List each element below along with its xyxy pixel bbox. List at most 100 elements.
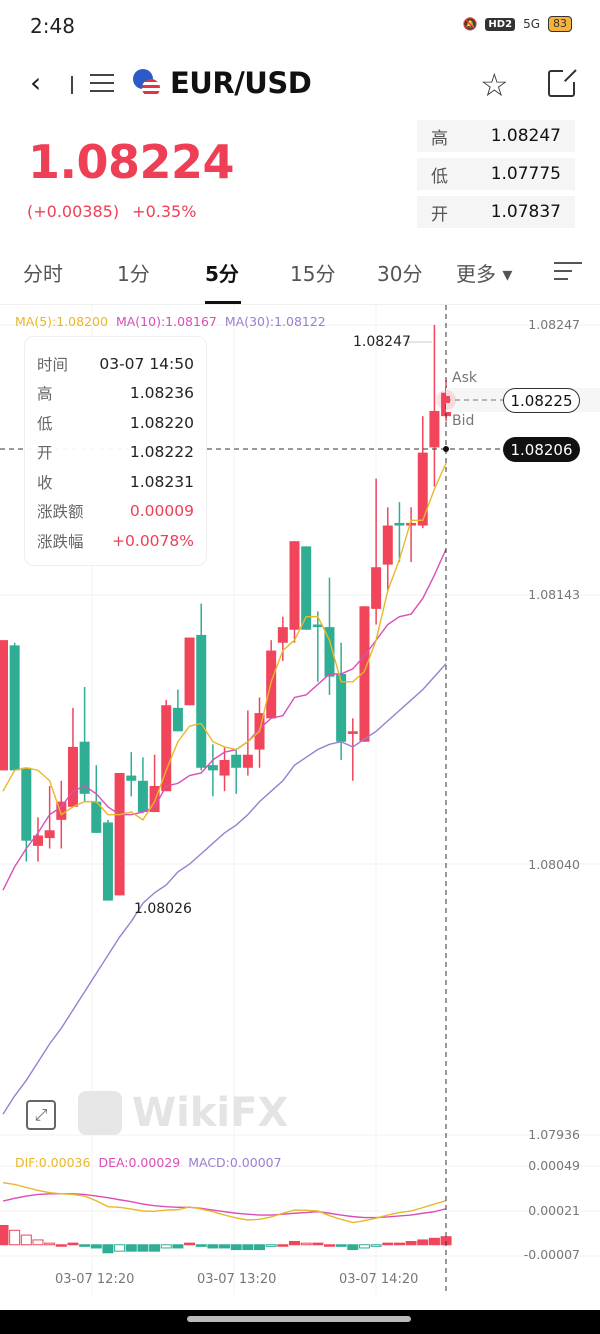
fullscreen-expand-icon[interactable]: ⤢ <box>26 1100 56 1130</box>
crosshair-dot <box>443 446 449 452</box>
ma-legend: MA(5):1.08200 MA(10):1.08167 MA(30):1.08… <box>15 314 326 329</box>
high-marker-label: 1.08247 <box>353 334 411 350</box>
ask-label: Ask <box>452 370 477 386</box>
stat-low: 低 1.07775 <box>417 158 575 190</box>
macd-histogram-bar <box>277 1244 289 1247</box>
back-button[interactable]: ‹ <box>30 66 42 99</box>
time-axis-label: 03-07 12:20 <box>55 1272 135 1287</box>
candle-up <box>359 606 370 742</box>
candle-up <box>242 754 253 768</box>
tooltip-label: 收 <box>37 473 53 492</box>
candle-up <box>114 772 125 896</box>
macd-axis-label: 0.00021 <box>528 1203 580 1218</box>
tooltip-row: 开 1.08222 <box>37 438 194 468</box>
macd-histogram-bar <box>90 1244 102 1249</box>
candle-down <box>91 801 102 833</box>
tooltip-label: 开 <box>37 444 53 463</box>
macd-histogram-bar <box>428 1237 440 1246</box>
candle-up <box>289 541 300 630</box>
candle-down <box>172 707 183 732</box>
candle-down <box>336 674 347 742</box>
tooltip-row: 涨跌幅 +0.0078% <box>37 526 194 556</box>
dea-value: DEA:0.00029 <box>98 1155 181 1170</box>
candle-down <box>196 634 207 768</box>
macd-histogram-bar <box>172 1244 184 1249</box>
macd-histogram-bar <box>67 1242 79 1246</box>
share-icon[interactable] <box>548 68 577 97</box>
macd-axis-label: 0.00049 <box>528 1158 580 1173</box>
change-value: (+0.00385) <box>27 202 120 221</box>
time-axis-label: 03-07 13:20 <box>197 1272 277 1287</box>
price-axis-label: 1.08247 <box>528 317 580 332</box>
tooltip-value: 1.08222 <box>129 443 194 462</box>
candle-up <box>417 452 428 526</box>
macd-histogram-bar <box>393 1242 405 1246</box>
price-axis-label: 1.08143 <box>528 587 580 602</box>
home-indicator[interactable] <box>187 1316 411 1322</box>
ma30-line <box>2 663 447 1115</box>
macd-histogram-bar <box>347 1244 359 1251</box>
ask-marker <box>441 396 450 403</box>
macd-histogram-bar <box>265 1244 277 1247</box>
macd-histogram-bar <box>300 1242 312 1246</box>
candle-down <box>9 645 20 771</box>
tooltip-label: 高 <box>37 385 53 404</box>
candle-down <box>79 741 90 794</box>
candle-up <box>44 830 55 839</box>
system-nav-bar <box>0 1310 600 1334</box>
divider <box>71 76 73 94</box>
ma5-line <box>2 462 447 821</box>
tooltip-row: 高 1.08236 <box>37 379 194 409</box>
candle-up <box>347 731 358 734</box>
tab-15min[interactable]: 15分 <box>290 262 336 286</box>
candle-up <box>32 835 43 846</box>
candle-down <box>137 780 148 813</box>
tab-more[interactable]: 更多 ▾ <box>456 262 513 286</box>
tooltip-value: 1.08220 <box>129 413 194 432</box>
macd-histogram-bar <box>137 1244 149 1252</box>
current-price: 1.08224 <box>28 135 235 189</box>
favorite-star-icon[interactable]: ☆ <box>480 66 509 104</box>
macd-histogram-bar <box>102 1244 114 1254</box>
tab-30min[interactable]: 30分 <box>377 262 423 286</box>
macd-histogram-bar <box>382 1242 394 1246</box>
macd-histogram-bar <box>149 1244 161 1252</box>
currency-flags-icon <box>133 69 163 101</box>
macd-histogram-bar <box>242 1244 254 1251</box>
change-percent: +0.35% <box>132 202 197 221</box>
status-time: 2:48 <box>30 14 75 38</box>
pair-title: EUR/USD <box>170 66 312 100</box>
tooltip-row: 涨跌额 0.00009 <box>37 497 194 527</box>
macd-histogram-bar <box>114 1244 126 1252</box>
dif-line <box>2 1182 447 1224</box>
candlestick-chart[interactable] <box>0 305 600 1305</box>
macd-axis-label: -0.00007 <box>523 1247 580 1262</box>
mute-icon: 🔕 <box>462 17 478 31</box>
macd-histogram-bar <box>254 1244 266 1251</box>
macd-histogram-bar <box>207 1244 219 1249</box>
tab-timeshare[interactable]: 分时 <box>23 262 63 286</box>
ma5-value: MA(5):1.08200 <box>15 314 108 329</box>
candle-down <box>207 765 218 771</box>
candle-up <box>371 567 382 609</box>
candle-down <box>231 754 242 768</box>
macd-histogram-bar <box>195 1244 207 1247</box>
macd-histogram-bar <box>230 1244 242 1251</box>
ma10-value: MA(10):1.08167 <box>115 314 217 329</box>
tab-1min[interactable]: 1分 <box>117 262 150 286</box>
status-icons: 🔕 HD2 5G 83 <box>462 16 572 32</box>
candle-down <box>21 767 32 841</box>
candle-up <box>219 759 230 776</box>
stat-value: 1.08247 <box>490 126 561 146</box>
menu-icon[interactable] <box>90 74 114 98</box>
tooltip-row: 收 1.08231 <box>37 467 194 497</box>
macd-histogram-bar <box>160 1244 172 1249</box>
macd-histogram-bar <box>9 1229 21 1246</box>
tooltip-label: 时间 <box>37 355 69 374</box>
tooltip-label: 涨跌幅 <box>37 532 84 551</box>
chart-settings-icon[interactable] <box>554 262 582 280</box>
tab-5min[interactable]: 5分 <box>205 262 239 286</box>
dif-value: DIF:0.00036 <box>15 1155 91 1170</box>
candle-up <box>277 627 288 643</box>
candle-up <box>67 746 78 807</box>
